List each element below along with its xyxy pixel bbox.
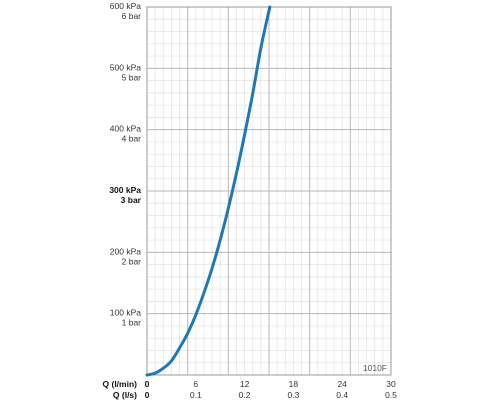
y-tick-label-kpa: 600 kPa [110, 1, 141, 11]
x-tick-label-lmin: 30 [386, 379, 396, 389]
x-tick-label-lmin: 24 [337, 379, 347, 389]
x-tick-label-ls: 0.3 [287, 390, 299, 400]
y-tick-label-kpa: 300 kPa [109, 185, 141, 195]
y-tick-label-kpa: 500 kPa [110, 62, 141, 72]
x-tick-label-ls: 0.1 [190, 390, 202, 400]
x-tick-label-lmin: 6 [193, 379, 198, 389]
y-tick-label-kpa: 200 kPa [110, 246, 141, 256]
x-tick-label-ls: 0.5 [385, 390, 397, 400]
y-tick-label-bar: 5 bar [122, 72, 142, 82]
y-tick-label-bar: 2 bar [122, 256, 142, 266]
x-tick-label-lmin: 0 [145, 379, 150, 389]
chart-code-label: 1010F [363, 363, 387, 373]
x-tick-label-lmin: 18 [289, 379, 299, 389]
series-layer [145, 5, 272, 377]
x-axis-primary-label: Q (l/min) [103, 379, 138, 389]
y-tick-label-kpa: 400 kPa [110, 124, 141, 134]
y-tick-label-kpa: 100 kPa [110, 308, 141, 318]
x-tick-label-lmin: 12 [240, 379, 250, 389]
y-tick-label-bar: 1 bar [122, 318, 142, 328]
x-tick-label-ls: 0.4 [336, 390, 348, 400]
x-tick-label-ls: 0.2 [239, 390, 251, 400]
y-tick-label-bar: 3 bar [121, 195, 142, 205]
x-tick-label-ls: 0 [145, 390, 150, 400]
x-axis-tick-labels: 0 6 12 18 24 30 0 0.1 0.2 0.3 0.4 0.5 [145, 379, 398, 400]
major-grid [147, 7, 391, 375]
y-tick-label-bar: 6 bar [122, 11, 142, 21]
flow-pressure-curve [145, 5, 272, 377]
x-axis-secondary-label: Q (l/s) [113, 390, 137, 400]
y-tick-label-bar: 4 bar [122, 134, 142, 144]
